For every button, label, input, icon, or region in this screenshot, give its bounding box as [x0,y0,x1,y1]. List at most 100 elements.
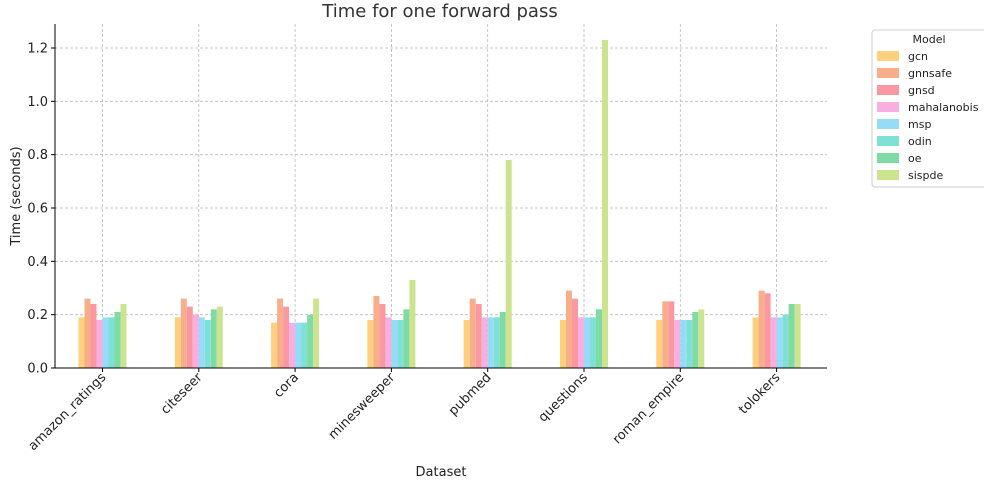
legend-frame [871,29,984,188]
legend-label-gnsd: gnsd [908,84,935,97]
legend-swatch-mahalanobis [877,102,899,112]
chart-title: Time for one forward pass [321,1,557,22]
bar-msp-pubmed [487,317,494,368]
bar-oe-minesweeper [403,309,410,368]
bar-gnsd-citeseer [186,306,193,368]
bar-mahalanobis-amazon-ratings [96,320,103,368]
legend-label-sispde: sispde [908,169,943,182]
bar-gcn-citeseer [174,317,181,368]
bar-gnsd-cora [283,306,290,368]
legend-items: gcn gnnsafe gnsd mahalanobis msp odin oe sispde [877,50,979,182]
y-tick-label: 0.6 [27,202,48,217]
legend-swatch-sispde [877,170,899,180]
grid-lines [55,24,827,369]
bar-gcn-minesweeper [367,320,374,368]
bar-mahalanobis-roman-empire [674,320,681,368]
bar-gnnsafe-minesweeper [373,296,380,368]
bar-msp-cora [295,322,302,368]
bar-sispde-tolokers [794,304,801,368]
bar-gnnsafe-roman-empire [662,301,669,368]
legend-label-gcn: gcn [908,50,928,63]
bar-gnnsafe-tolokers [758,290,765,368]
y-ticks: 0.0 0.2 0.4 0.6 0.8 1.0 1.2 [27,42,55,377]
bar-mahalanobis-tolokers [770,317,777,368]
bar-mahalanobis-pubmed [481,317,488,368]
x-axis-label: Dataset [416,465,467,480]
legend-swatch-odin [877,136,899,146]
bar-oe-tolokers [788,304,795,368]
bar-odin-amazon-ratings [108,317,115,368]
bar-gcn-tolokers [752,317,759,368]
bar-msp-roman-empire [680,320,687,368]
bar-gnnsafe-questions [566,290,572,368]
bar-sispde-minesweeper [409,280,416,368]
bar-oe-citeseer [210,309,217,368]
bar-sispde-pubmed [505,160,512,368]
bar-odin-minesweeper [397,320,404,368]
bar-gnsd-amazon-ratings [90,304,97,368]
bar-sispde-citeseer [216,306,223,368]
x-tick-label-cora: cora [271,370,302,401]
y-tick-label: 1.2 [27,42,48,57]
bar-mahalanobis-questions [578,317,584,368]
bar-msp-amazon-ratings [102,317,109,368]
bar-sispde-roman-empire [698,309,705,368]
axes [54,24,827,369]
bar-gcn-questions [560,320,566,368]
bar-gnnsafe-cora [277,298,284,368]
x-tick-label-questions: questions [536,370,591,425]
bar-gcn-roman-empire [656,320,663,368]
bar-gnsd-minesweeper [379,304,386,368]
bar-gnsd-tolokers [764,293,771,368]
bar-sispde-cora [313,298,320,368]
bar-oe-roman-empire [692,312,699,368]
y-tick-label: 0.8 [27,148,48,163]
bar-gnsd-pubmed [475,304,482,368]
y-tick-label: 0.2 [27,308,48,323]
bar-gnsd-questions [572,298,578,368]
bar-mahalanobis-citeseer [192,314,199,368]
bar-gnsd-roman-empire [668,301,675,368]
legend-swatch-oe [877,153,899,163]
bar-odin-roman-empire [686,320,693,368]
y-tick-label: 1.0 [27,95,48,110]
x-tick-label-roman-empire: roman_empire [610,370,687,447]
x-ticks: amazon_ratings citeseer cora minesweeper pub… [26,368,784,454]
bar-msp-minesweeper [391,320,398,368]
legend-swatch-gcn [877,51,899,61]
x-tick-label-pubmed: pubmed [446,370,495,419]
bar-gcn-amazon-ratings [78,317,85,368]
bar-oe-questions [596,309,602,368]
legend-title: Model [912,33,945,46]
legend-label-mahalanobis: mahalanobis [908,101,979,114]
bar-gcn-cora [271,322,278,368]
bar-msp-questions [584,317,590,368]
bar-msp-tolokers [776,317,783,368]
legend-swatch-gnsd [877,85,899,95]
bar-odin-citeseer [204,320,211,368]
bar-mahalanobis-cora [289,322,296,368]
bar-odin-cora [301,322,308,368]
bar-oe-amazon-ratings [114,312,121,368]
y-tick-label: 0.4 [27,255,48,270]
bar-odin-pubmed [493,317,500,368]
legend-swatch-msp [877,119,899,129]
y-axis-label: Time (seconds) [9,146,24,246]
x-tick-label-tolokers: tolokers [736,370,783,417]
legend-label-odin: odin [908,135,932,148]
bar-msp-citeseer [198,317,205,368]
bar-gnnsafe-citeseer [180,298,187,368]
x-tick-label-citeseer: citeseer [158,370,206,418]
legend-label-msp: msp [908,118,931,131]
x-tick-label-minesweeper: minesweeper [326,370,399,443]
legend: Model gcn gnnsafe gnsd mahalanobis msp odin oe… [871,29,984,188]
y-tick-label: 0.0 [27,362,48,377]
x-tick-label-amazon-ratings: amazon_ratings [26,370,110,454]
bar-oe-pubmed [499,312,506,368]
bar-gnnsafe-amazon-ratings [84,298,91,368]
legend-swatch-gnnsafe [877,68,899,78]
bars [78,40,801,368]
bar-mahalanobis-minesweeper [385,317,392,368]
legend-label-oe: oe [908,152,922,165]
